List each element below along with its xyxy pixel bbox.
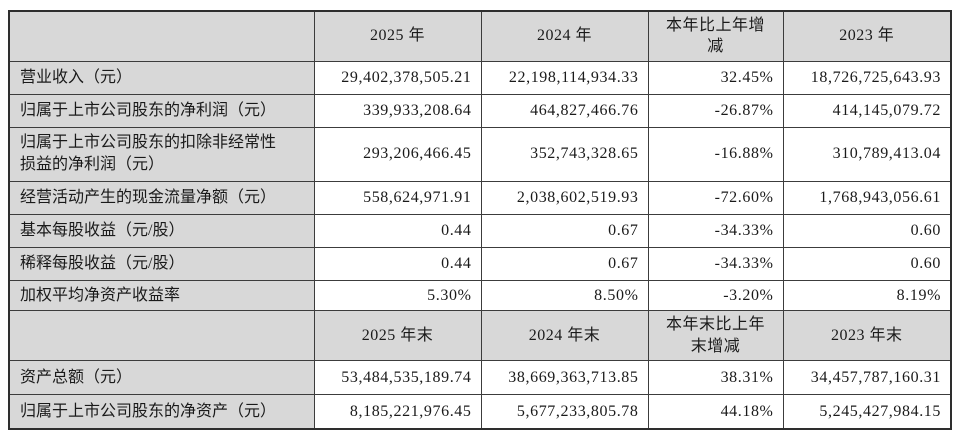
cell-value: 8.50% xyxy=(480,279,649,312)
cell-value: 0.44 xyxy=(313,246,482,281)
key-financials-table-wrap: 2025 年 2024 年 本年比上年增减 2023 年 营业收入（元） 29,… xyxy=(8,10,952,430)
header-cell-blank xyxy=(8,310,315,362)
table-row-revenue: 营业收入（元） 29,402,378,505.21 22,198,114,934… xyxy=(8,60,952,95)
header-row-annual: 2025 年 2024 年 本年比上年增减 2023 年 xyxy=(8,10,952,62)
header-cell-2023: 2023 年 xyxy=(782,10,952,62)
row-label: 基本每股收益（元/股） xyxy=(8,213,315,248)
header-cell-2025: 2025 年 xyxy=(313,10,482,62)
cell-value: 5,245,427,984.15 xyxy=(782,394,952,430)
table-row-net-assets: 归属于上市公司股东的净资产（元） 8,185,221,976.45 5,677,… xyxy=(8,394,952,430)
table-row-net-profit: 归属于上市公司股东的净利润（元） 339,933,208.64 464,827,… xyxy=(8,93,952,128)
header-cell-yoy-change: 本年比上年增减 xyxy=(647,10,784,62)
row-label: 稀释每股收益（元/股） xyxy=(8,246,315,281)
cell-value: 34,457,787,160.31 xyxy=(782,360,952,396)
row-label: 归属于上市公司股东的净利润（元） xyxy=(8,93,315,128)
cell-value: -26.87% xyxy=(647,93,784,128)
cell-value: 414,145,079.72 xyxy=(782,93,952,128)
row-label: 加权平均净资产收益率 xyxy=(8,279,315,312)
table-row-operating-cash-flow: 经营活动产生的现金流量净额（元） 558,624,971.91 2,038,60… xyxy=(8,180,952,215)
header-cell-end-yoy-change: 本年末比上年末增减 xyxy=(647,310,784,362)
header-cell-blank xyxy=(8,10,315,62)
cell-value: -34.33% xyxy=(647,246,784,281)
cell-value: 8,185,221,976.45 xyxy=(313,394,482,430)
cell-value: 352,743,328.65 xyxy=(480,126,649,182)
table-row-weighted-avg-roe: 加权平均净资产收益率 5.30% 8.50% -3.20% 8.19% xyxy=(8,279,952,312)
header-row-period-end: 2025 年末 2024 年末 本年末比上年末增减 2023 年末 xyxy=(8,310,952,362)
table-row-net-profit-excl-nonrecurring: 归属于上市公司股东的扣除非经常性损益的净利润（元） 293,206,466.45… xyxy=(8,126,952,182)
cell-value: -72.60% xyxy=(647,180,784,215)
cell-value: -34.33% xyxy=(647,213,784,248)
cell-value: 0.44 xyxy=(313,213,482,248)
table-row-diluted-eps: 稀释每股收益（元/股） 0.44 0.67 -34.33% 0.60 xyxy=(8,246,952,281)
row-label: 营业收入（元） xyxy=(8,60,315,95)
header-text: 2025 年末 xyxy=(361,326,434,344)
header-text: 2025 年 xyxy=(369,27,425,45)
header-text: 2023 年 xyxy=(839,27,895,45)
row-label: 资产总额（元） xyxy=(8,360,315,396)
table-row-total-assets: 资产总额（元） 53,484,535,189.74 38,669,363,713… xyxy=(8,360,952,396)
cell-value: 0.67 xyxy=(480,246,649,281)
cell-value: 5.30% xyxy=(313,279,482,312)
row-label: 归属于上市公司股东的扣除非经常性损益的净利润（元） xyxy=(8,126,315,182)
header-text: 2024 年末 xyxy=(528,326,601,344)
cell-value: 464,827,466.76 xyxy=(480,93,649,128)
cell-value: -3.20% xyxy=(647,279,784,312)
header-text: 本年末比上年末增减 xyxy=(665,316,765,355)
cell-value: 0.67 xyxy=(480,213,649,248)
cell-value: 558,624,971.91 xyxy=(313,180,482,215)
cell-value: 5,677,233,805.78 xyxy=(480,394,649,430)
cell-value: -16.88% xyxy=(647,126,784,182)
cell-value: 32.45% xyxy=(647,60,784,95)
cell-value: 38.31% xyxy=(647,360,784,396)
row-label: 经营活动产生的现金流量净额（元） xyxy=(8,180,315,215)
cell-value: 2,038,602,519.93 xyxy=(480,180,649,215)
key-financials-table: 2025 年 2024 年 本年比上年增减 2023 年 营业收入（元） 29,… xyxy=(8,10,952,430)
table-row-basic-eps: 基本每股收益（元/股） 0.44 0.67 -34.33% 0.60 xyxy=(8,213,952,248)
header-cell-2023-end: 2023 年末 xyxy=(782,310,952,362)
header-cell-2024: 2024 年 xyxy=(480,10,649,62)
cell-value: 8.19% xyxy=(782,279,952,312)
header-text: 2023 年末 xyxy=(830,326,903,344)
cell-value: 1,768,943,056.61 xyxy=(782,180,952,215)
header-cell-2025-end: 2025 年末 xyxy=(313,310,482,362)
header-cell-2024-end: 2024 年末 xyxy=(480,310,649,362)
cell-value: 44.18% xyxy=(647,394,784,430)
cell-value: 293,206,466.45 xyxy=(313,126,482,182)
header-text: 本年比上年增减 xyxy=(665,16,765,56)
cell-value: 0.60 xyxy=(782,246,952,281)
cell-value: 53,484,535,189.74 xyxy=(313,360,482,396)
header-text: 2024 年 xyxy=(536,27,592,45)
cell-value: 310,789,413.04 xyxy=(782,126,952,182)
cell-value: 22,198,114,934.33 xyxy=(480,60,649,95)
cell-value: 18,726,725,643.93 xyxy=(782,60,952,95)
cell-value: 339,933,208.64 xyxy=(313,93,482,128)
cell-value: 0.60 xyxy=(782,213,952,248)
cell-value: 38,669,363,713.85 xyxy=(480,360,649,396)
row-label: 归属于上市公司股东的净资产（元） xyxy=(8,394,315,430)
cell-value: 29,402,378,505.21 xyxy=(313,60,482,95)
